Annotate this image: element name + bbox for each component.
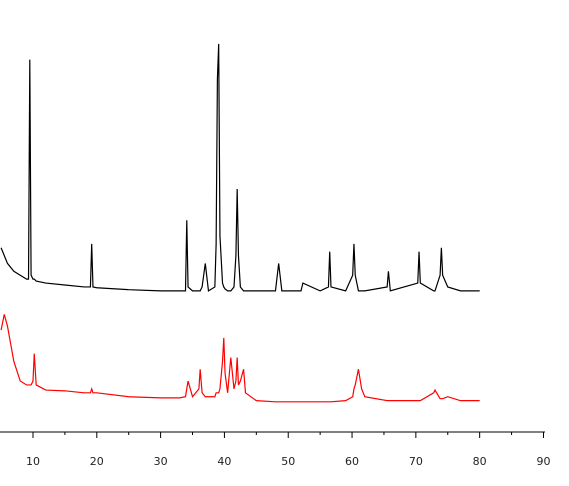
x-tick-label: 90 xyxy=(536,455,550,468)
x-tick-label: 60 xyxy=(345,455,359,468)
x-tick-label: 80 xyxy=(473,455,487,468)
x-tick-label: 70 xyxy=(409,455,423,468)
x-tick-label: 30 xyxy=(154,455,168,468)
x-tick-label: 50 xyxy=(281,455,295,468)
x-tick-label: 10 xyxy=(26,455,40,468)
x-tick-label: 40 xyxy=(217,455,231,468)
series-line xyxy=(0,314,480,403)
series-line xyxy=(0,43,480,292)
x-tick-label: 20 xyxy=(90,455,104,468)
